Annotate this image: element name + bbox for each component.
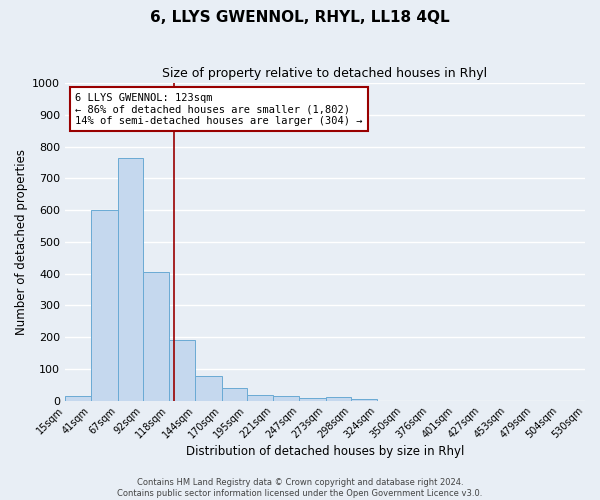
Bar	[221, 388, 247, 400]
Bar	[351, 399, 377, 400]
Bar	[299, 398, 326, 400]
Y-axis label: Number of detached properties: Number of detached properties	[15, 149, 28, 335]
Bar	[91, 210, 118, 400]
Bar	[169, 340, 195, 400]
Bar	[247, 395, 273, 400]
Text: 6 LLYS GWENNOL: 123sqm
← 86% of detached houses are smaller (1,802)
14% of semi-: 6 LLYS GWENNOL: 123sqm ← 86% of detached…	[76, 92, 363, 126]
Bar	[273, 396, 299, 400]
X-axis label: Distribution of detached houses by size in Rhyl: Distribution of detached houses by size …	[186, 444, 464, 458]
Bar	[65, 396, 91, 400]
Bar	[326, 396, 351, 400]
Bar	[195, 376, 221, 400]
Title: Size of property relative to detached houses in Rhyl: Size of property relative to detached ho…	[163, 68, 488, 80]
Bar	[118, 158, 143, 400]
Bar	[143, 272, 169, 400]
Text: 6, LLYS GWENNOL, RHYL, LL18 4QL: 6, LLYS GWENNOL, RHYL, LL18 4QL	[150, 10, 450, 25]
Text: Contains HM Land Registry data © Crown copyright and database right 2024.
Contai: Contains HM Land Registry data © Crown c…	[118, 478, 482, 498]
